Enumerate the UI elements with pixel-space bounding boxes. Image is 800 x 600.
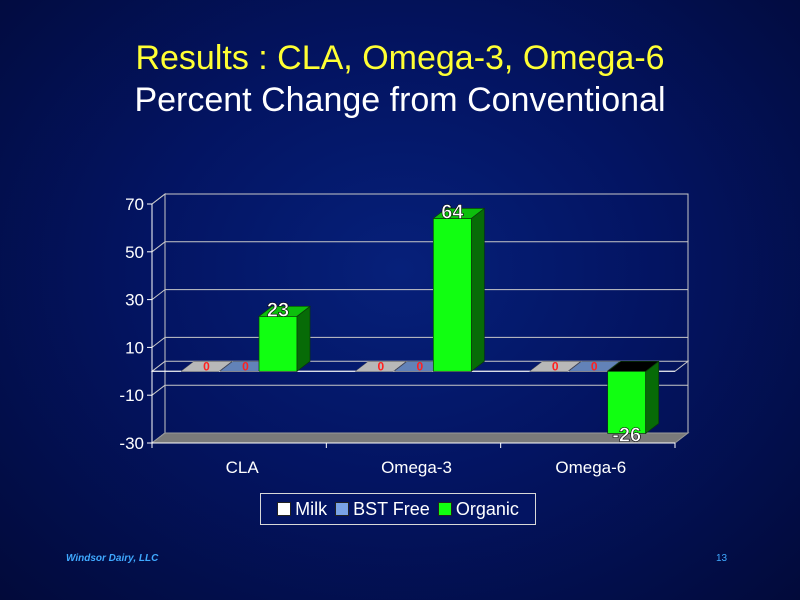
data-label: 23: [267, 299, 289, 321]
x-tick-label: Omega-3: [381, 458, 452, 477]
legend-label: BST Free: [353, 498, 430, 519]
legend-label: Milk: [295, 498, 328, 519]
side-wall: [151, 192, 166, 445]
legend-swatch: [335, 502, 350, 516]
legend-swatch: [437, 502, 452, 516]
slide-subtitle: Percent Change from Conventional: [134, 81, 666, 119]
y-tick-label: 70: [125, 195, 144, 214]
y-tick-label: -30: [119, 434, 144, 453]
bar: [258, 315, 298, 372]
data-label: 0: [377, 359, 384, 373]
y-tick-label: 50: [125, 243, 144, 262]
data-label: 0: [416, 359, 423, 373]
legend-label: Organic: [455, 498, 519, 519]
gridline-side: [151, 193, 166, 205]
legend-item: BST Free: [335, 499, 430, 520]
bar-top: [606, 360, 660, 372]
bar-top: [432, 207, 486, 219]
footer-company: Windsor Dairy, LLC: [66, 553, 159, 564]
page-number: 13: [716, 553, 728, 564]
data-label: 0: [591, 359, 598, 373]
x-tick-label: Omega-6: [555, 458, 626, 477]
bar: [354, 361, 408, 372]
legend-swatch: [277, 502, 292, 516]
y-tick-label: 10: [125, 338, 144, 357]
legend-item: Organic: [437, 498, 519, 520]
bar: [567, 361, 621, 372]
bar: [607, 370, 647, 434]
bar-side: [645, 360, 660, 435]
slide-title: Results : CLA, Omega-3, Omega-6: [135, 39, 665, 77]
bar-side: [470, 207, 485, 373]
gridline-side: [151, 337, 166, 348]
x-tick-label: CLA: [226, 458, 260, 477]
y-tick-label: -10: [119, 386, 144, 405]
chart-legend: Milk BST Free Organic: [260, 493, 536, 525]
y-tick-label: 30: [125, 291, 144, 310]
data-label: 64: [441, 201, 464, 223]
chart-floor: [150, 432, 690, 444]
legend-item: Milk: [277, 499, 327, 520]
gridline-side: [151, 241, 166, 253]
bar: [432, 217, 472, 372]
bar: [528, 361, 582, 372]
bar: [180, 361, 233, 372]
bar-side: [296, 305, 311, 373]
data-label: -26: [612, 424, 641, 446]
gridline-side: [151, 384, 166, 396]
data-label: 0: [552, 359, 559, 373]
data-label: 0: [242, 359, 249, 373]
bar-top: [257, 305, 312, 317]
data-label: 0: [203, 359, 210, 373]
gridline-side: [151, 289, 166, 300]
